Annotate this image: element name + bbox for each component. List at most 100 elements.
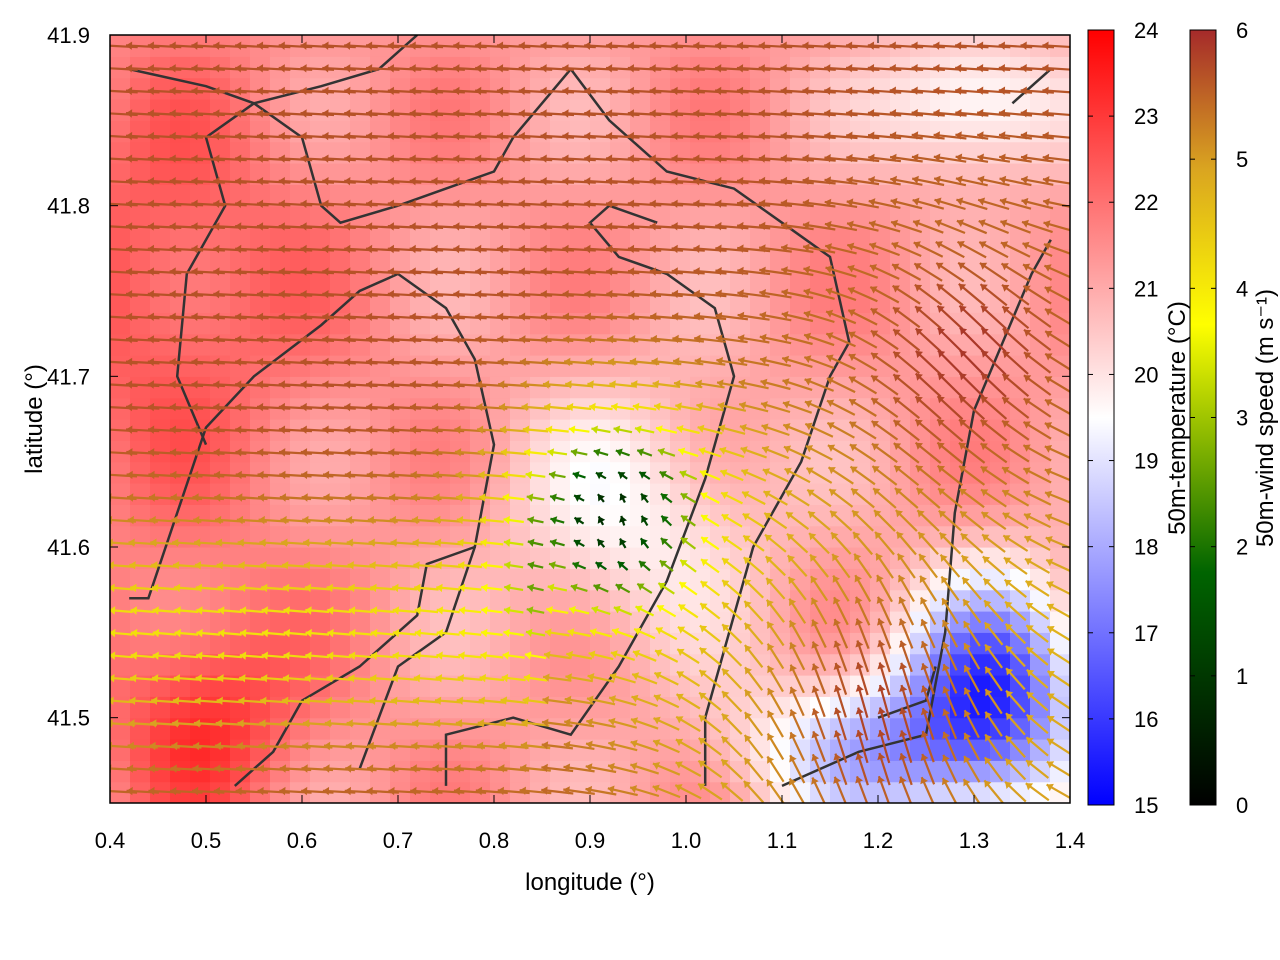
wind-vector <box>256 177 291 186</box>
temperature-cell <box>510 163 531 185</box>
temperature-cell <box>430 717 451 740</box>
temperature-cell <box>270 269 291 292</box>
temperature-cell <box>550 483 571 505</box>
temperature-cell <box>270 248 291 271</box>
temperature-cell <box>430 568 451 591</box>
temperature-heatmap <box>110 35 1070 803</box>
temperature-cell <box>210 333 231 356</box>
temperature-cell <box>850 568 871 591</box>
temperature-cell <box>690 269 711 292</box>
temperature-cell <box>330 632 351 655</box>
temperature-cell <box>350 355 371 377</box>
temperature-cell <box>290 653 311 676</box>
temperature-cell <box>710 483 731 505</box>
wind-vector <box>191 154 225 163</box>
wind-vector-head <box>213 470 221 480</box>
temperature-cell <box>290 589 311 612</box>
temperature-cell <box>950 483 971 505</box>
temperature-cell <box>190 504 211 527</box>
temperature-cell <box>530 56 551 79</box>
temperature-cell <box>270 163 291 185</box>
temperature-cell <box>530 312 551 335</box>
wind-vector-head <box>191 290 198 299</box>
temperature-cell <box>910 632 931 655</box>
temperature-cell <box>330 653 351 676</box>
temperature-cell <box>190 760 211 783</box>
temperature-cell <box>410 205 431 228</box>
temperature-cell <box>730 461 751 484</box>
wind-vector <box>191 312 225 321</box>
temperature-cell <box>750 568 771 591</box>
temperature-cell <box>370 184 391 207</box>
temperature-cell <box>490 653 511 676</box>
temperature-cell <box>430 205 451 228</box>
temperature-cell <box>190 56 211 79</box>
temperature-cell <box>310 589 331 612</box>
temperature-cell <box>630 589 651 612</box>
wind-vector-head <box>235 786 242 796</box>
temperature-cell <box>950 376 971 399</box>
temperature-cell <box>550 461 571 484</box>
temperature-cell <box>990 760 1011 783</box>
temperature-cell <box>330 269 351 292</box>
temperature-cell <box>530 120 551 143</box>
temperature-cell <box>1010 781 1031 803</box>
temperature-cell <box>710 269 731 292</box>
wind-vector <box>174 628 199 638</box>
wind-vector-head <box>193 719 201 728</box>
temperature-cell <box>350 504 371 527</box>
temperature-cell <box>270 120 291 143</box>
temperature-cell <box>890 461 911 484</box>
temperature-cell <box>150 568 171 591</box>
temperature-cell <box>690 99 711 121</box>
temperature-cell <box>390 163 411 185</box>
wind-vector <box>125 222 160 231</box>
temperature-cell <box>790 205 811 228</box>
wind-vector <box>235 312 269 321</box>
temperature-cell <box>350 77 371 100</box>
temperature-cell <box>230 163 251 185</box>
wind-vector <box>195 583 221 593</box>
wind-vector-head <box>126 222 133 231</box>
temperature-cell <box>390 461 411 484</box>
wind-vector <box>129 561 157 570</box>
temperature-cell <box>950 568 971 591</box>
wind-vector <box>191 177 225 186</box>
wind-vector <box>259 538 288 547</box>
temperature-cell <box>590 483 611 505</box>
wind-vector-head <box>131 628 138 638</box>
coastline-contour <box>128 67 572 225</box>
temperature-cell <box>510 653 531 676</box>
wind-vector-head <box>218 628 225 638</box>
wind-vector <box>213 357 247 367</box>
temperature-cell <box>450 291 471 313</box>
wind-vector-head <box>215 719 222 728</box>
temperature-cell <box>570 248 591 271</box>
temperature-cell <box>410 99 431 121</box>
wind-vector <box>147 244 182 254</box>
wind-vector-head <box>169 222 176 231</box>
temperature-cell <box>510 227 531 249</box>
wind-vector <box>125 290 160 299</box>
temperature-cell <box>550 760 571 783</box>
wind-vector-shaft <box>110 112 138 117</box>
temperature-cell <box>590 56 611 79</box>
temperature-cell <box>590 504 611 527</box>
wind-vector-head <box>236 741 243 751</box>
wind-vector-head <box>172 696 180 705</box>
temperature-cell <box>990 568 1011 591</box>
temperature-cell <box>1050 77 1070 100</box>
temperature-cell <box>250 163 271 185</box>
temperature-cell <box>170 99 191 121</box>
temperature-cell <box>230 717 251 740</box>
temperature-cell <box>130 269 151 292</box>
wind-vector-head <box>151 561 158 570</box>
temperature-cell <box>1050 376 1070 399</box>
temperature-cell <box>570 632 591 655</box>
temperature-cell <box>430 589 451 612</box>
temperature-cell <box>250 184 271 207</box>
temperature-cell <box>730 227 751 249</box>
temperature-cell <box>190 653 211 676</box>
temperature-cell <box>570 56 591 79</box>
temperature-cell <box>350 376 371 399</box>
